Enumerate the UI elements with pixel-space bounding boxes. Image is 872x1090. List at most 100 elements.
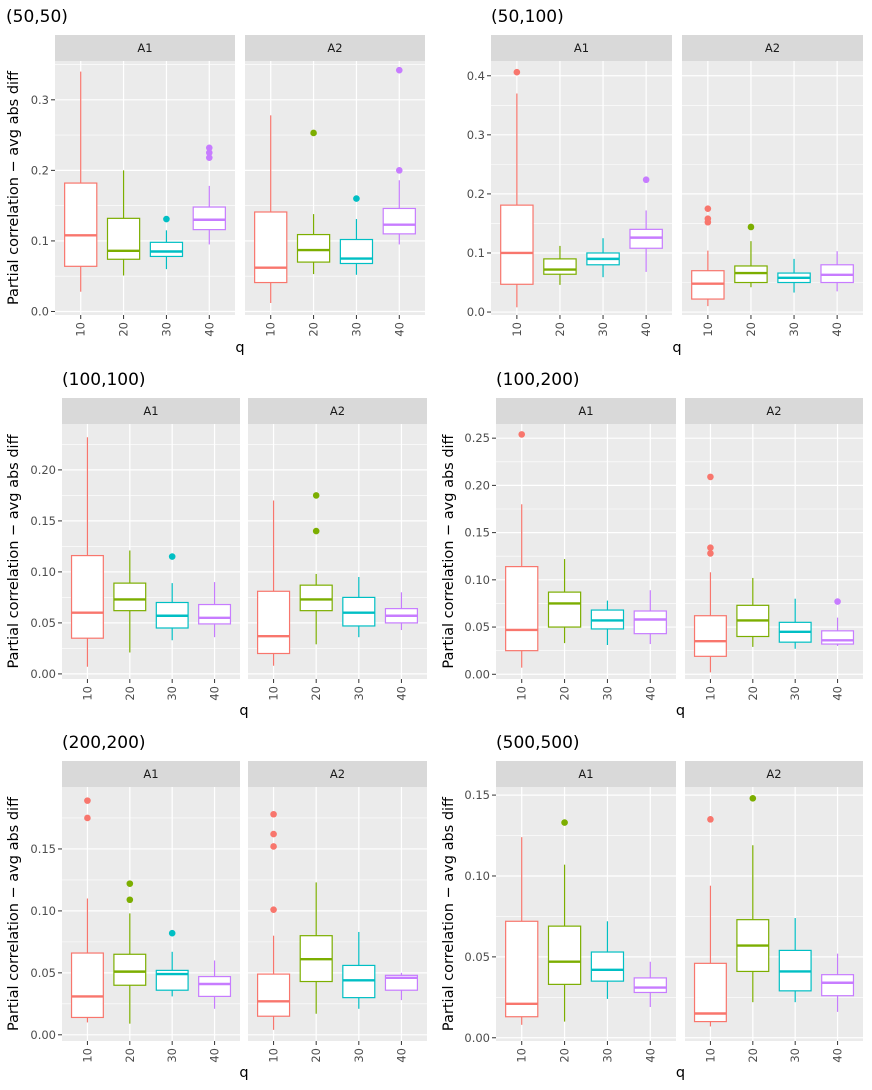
outlier-point bbox=[642, 176, 650, 184]
outlier-point bbox=[168, 929, 176, 937]
box-iqr bbox=[693, 615, 727, 657]
box-iqr bbox=[106, 217, 141, 260]
outlier-point bbox=[163, 215, 170, 223]
box-10 bbox=[500, 68, 534, 308]
x-tick-label: 40 bbox=[202, 322, 216, 337]
box-20 bbox=[113, 880, 147, 1024]
outlier-point bbox=[126, 896, 134, 904]
x-tick-label: 30 bbox=[352, 1048, 366, 1063]
y-axis-label: Partial correlation − avg abs diff bbox=[6, 70, 22, 305]
x-tick-label: 40 bbox=[394, 1048, 408, 1063]
facet-a2: A2 10 20 30 40 bbox=[682, 35, 863, 337]
facet-strip bbox=[248, 761, 427, 787]
x-tick-label: 10 bbox=[74, 322, 88, 337]
box-10 bbox=[256, 810, 291, 1030]
box-40 bbox=[384, 592, 419, 631]
box-40 bbox=[629, 176, 663, 272]
facet-label: A2 bbox=[766, 404, 781, 418]
x-tick-label: 30 bbox=[165, 686, 179, 701]
box-20 bbox=[299, 882, 333, 1014]
box-30 bbox=[778, 598, 812, 649]
y-axis-label: Partial correlation − avg abs diff bbox=[6, 433, 22, 668]
y-tick-label: 0.0 bbox=[467, 305, 485, 319]
x-tick-label: 30 bbox=[165, 1048, 179, 1063]
box-20 bbox=[734, 223, 768, 288]
box-20 bbox=[736, 795, 770, 1003]
box-40 bbox=[198, 960, 232, 1009]
x-tick-label: 20 bbox=[309, 1048, 323, 1063]
x-tick-label: 20 bbox=[117, 322, 131, 337]
facet-label: A1 bbox=[143, 767, 158, 781]
box-40 bbox=[192, 144, 226, 245]
box-30 bbox=[777, 258, 811, 293]
facet-strip bbox=[55, 35, 235, 61]
x-tick-label: 10 bbox=[510, 322, 524, 337]
outlier-point bbox=[395, 66, 403, 74]
facet-a2: A2 10 20 30 40 bbox=[685, 398, 863, 701]
box-10 bbox=[505, 431, 539, 668]
facet-strip bbox=[62, 398, 240, 424]
facet-a1: A1 10 20 30 40 bbox=[55, 35, 235, 337]
outlier-point bbox=[270, 843, 277, 850]
outlier-point bbox=[270, 906, 277, 913]
y-axis-label: Partial correlation − avg abs diff bbox=[441, 433, 457, 668]
y-tick-label: 0.00 bbox=[30, 667, 56, 681]
box-20 bbox=[113, 550, 147, 653]
outlier-point bbox=[205, 154, 213, 161]
y-tick-label: 0.00 bbox=[464, 1031, 490, 1045]
x-tick-label: 20 bbox=[558, 686, 572, 701]
outlier-point bbox=[205, 149, 213, 157]
box-30 bbox=[339, 195, 374, 275]
x-tick-label: 10 bbox=[515, 686, 529, 701]
outlier-point bbox=[834, 598, 841, 605]
x-tick-label: 20 bbox=[123, 686, 137, 701]
box-iqr bbox=[547, 591, 582, 628]
box-iqr bbox=[149, 241, 184, 258]
y-tick-label: 0.20 bbox=[30, 463, 56, 477]
facet-strip bbox=[62, 761, 240, 787]
facet-a1: A1 10 20 30 40 bbox=[496, 761, 676, 1063]
chart-3: (100,200) Partial correlation − avg abs d… bbox=[441, 370, 863, 719]
x-tick-label: 10 bbox=[703, 686, 717, 701]
box-10 bbox=[64, 71, 98, 292]
box-iqr bbox=[633, 977, 667, 994]
x-axis-label: q bbox=[676, 703, 685, 719]
box-40 bbox=[384, 972, 419, 1001]
x-tick-label: 40 bbox=[392, 322, 406, 337]
outlier-point bbox=[707, 473, 714, 481]
box-40 bbox=[821, 953, 855, 1012]
box-20 bbox=[296, 129, 331, 275]
facet-a1: A1 10 20 30 40 bbox=[491, 35, 672, 337]
box-iqr bbox=[821, 630, 855, 645]
y-tick-label: 0.4 bbox=[467, 69, 485, 83]
outlier-point bbox=[353, 195, 360, 202]
outlier-point bbox=[270, 830, 277, 838]
x-tick-label: 40 bbox=[643, 1048, 657, 1063]
box-iqr bbox=[384, 974, 419, 991]
y-tick-label: 0.00 bbox=[464, 667, 490, 681]
x-tick-label: 40 bbox=[394, 686, 408, 701]
x-tick-label: 30 bbox=[788, 686, 802, 701]
x-tick-label: 40 bbox=[831, 1048, 845, 1063]
chart-5: (500,500) Partial correlation − avg abs d… bbox=[441, 733, 863, 1081]
facet-a1: A1 10 20 30 40 bbox=[62, 398, 240, 701]
x-tick-label: 10 bbox=[701, 322, 715, 337]
box-10 bbox=[70, 797, 104, 1023]
facet-strip bbox=[496, 761, 676, 787]
outlier-point bbox=[518, 431, 526, 438]
box-iqr bbox=[505, 566, 539, 652]
box-iqr bbox=[505, 920, 539, 1018]
facet-a2: A2 10 20 30 40 bbox=[248, 398, 427, 701]
facet-strip bbox=[682, 35, 863, 61]
box-30 bbox=[342, 931, 376, 1009]
y-axis-label: Partial correlation − avg abs diff bbox=[6, 796, 22, 1031]
x-tick-label: 30 bbox=[600, 1048, 614, 1063]
facet-a1: A1 10 20 30 40 bbox=[62, 761, 240, 1063]
box-iqr bbox=[198, 603, 232, 625]
outlier-point bbox=[707, 544, 714, 552]
outlier-point bbox=[168, 553, 176, 560]
outlier-point bbox=[126, 880, 134, 887]
box-40 bbox=[821, 598, 855, 646]
outlier-point bbox=[704, 215, 712, 223]
